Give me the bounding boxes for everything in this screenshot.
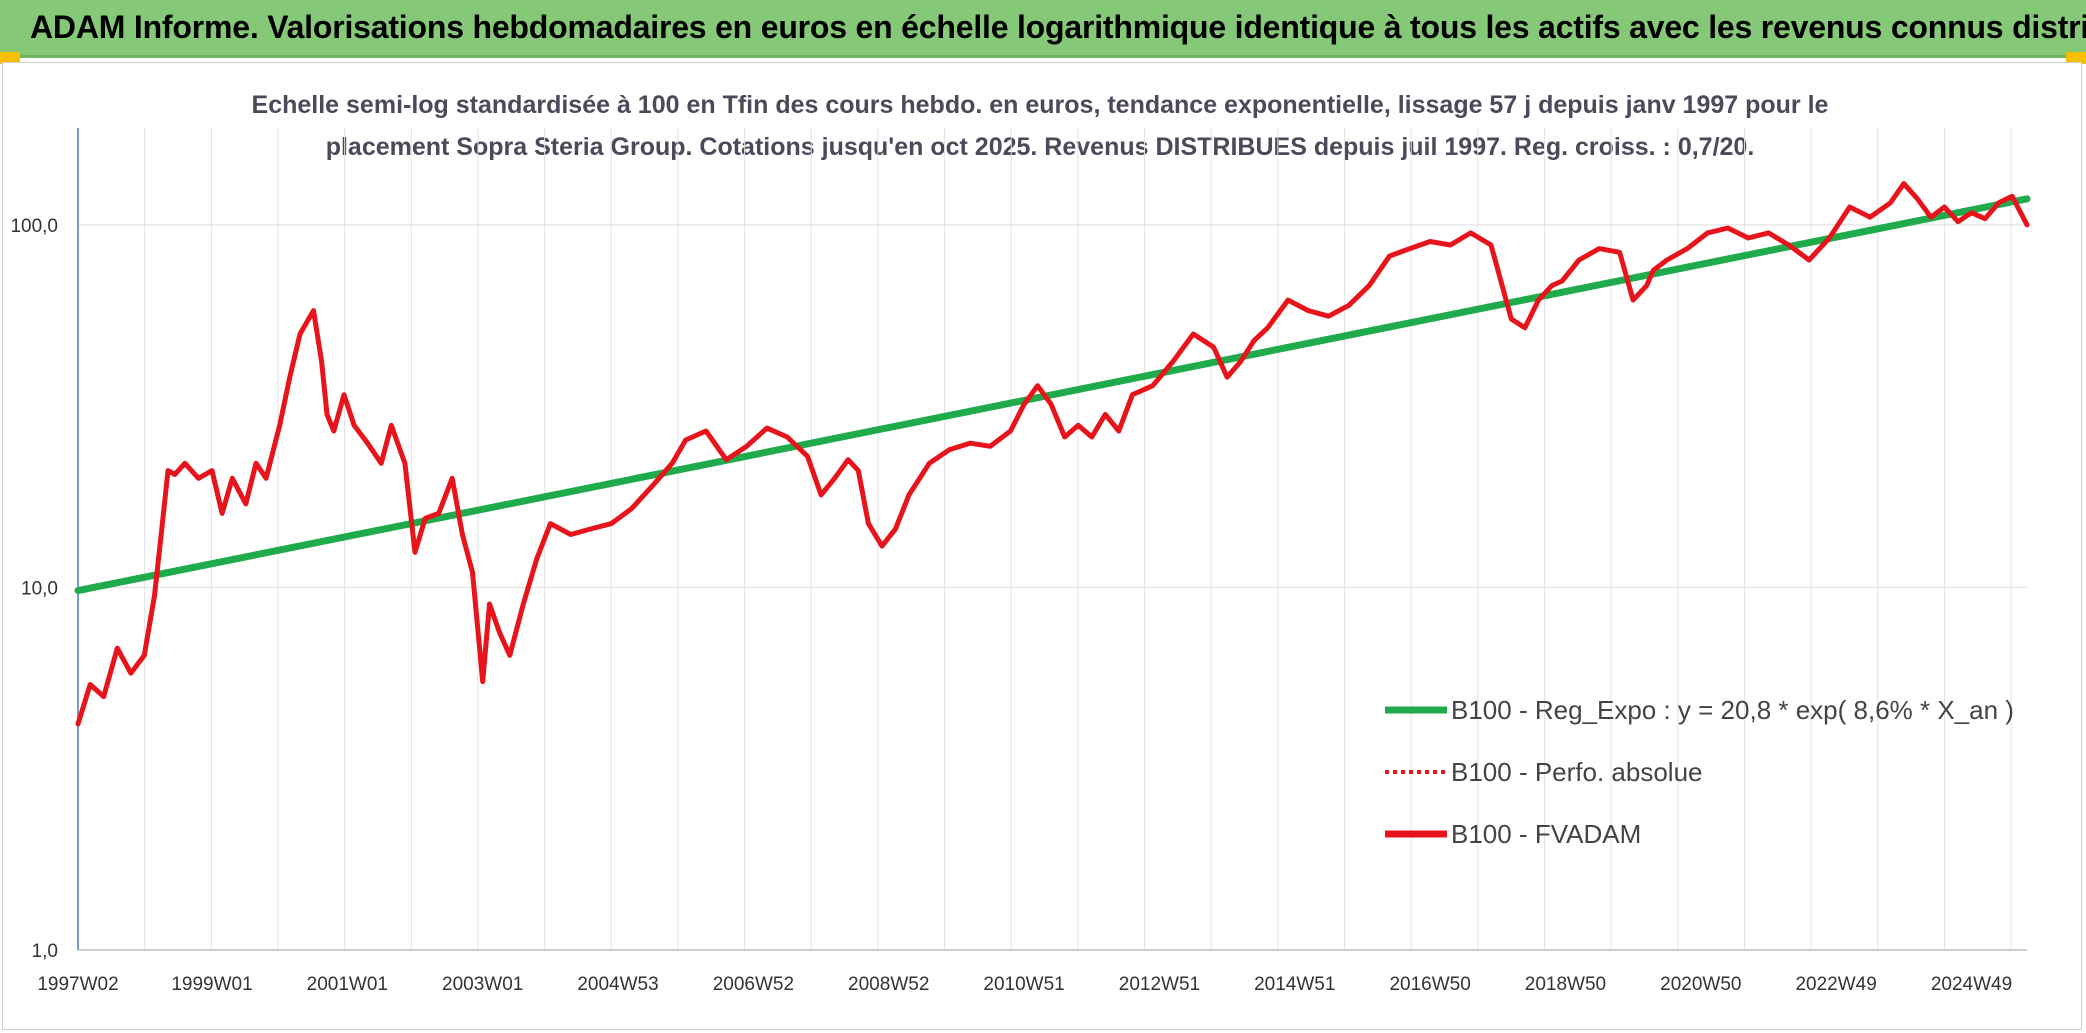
report-title: ADAM Informe. Valorisations hebdomadaire… [30,9,2086,45]
corner-marker-left [0,52,20,64]
y-tick-label: 1,0 [32,941,58,962]
y-tick-labels: 1,0 10,0 100,0 [10,216,58,962]
series-line-0 [74,195,2031,595]
x-tick-label: 2022W49 [1795,974,1876,995]
x-tick-label: 2010W51 [983,974,1064,995]
report-banner: ADAM Informe. Valorisations hebdomadaire… [0,0,2086,58]
y-tick-label: 100,0 [10,216,58,237]
x-tick-label: 2020W50 [1660,974,1741,995]
chart-title-line-2: placement Sopra Steria Group. Cotations … [325,133,1755,161]
chart-title-line-1: Echelle semi-log standardisée à 100 en T… [251,91,1829,119]
x-tick-label: 1999W01 [171,974,252,995]
x-tick-label: 2014W51 [1254,974,1335,995]
y-gridlines [78,224,2027,951]
x-tick-label: 2004W53 [577,974,658,995]
y-tick-label: 10,0 [21,578,58,599]
x-tick-label: 2003W01 [442,974,523,995]
axes [77,128,2027,951]
legend: B100 - Reg_Expo : y = 20,8 * exp( 8,6% *… [1385,695,2014,849]
chart-title: Echelle semi-log standardisée à 100 en T… [230,84,1850,168]
legend-label-0: B100 - Reg_Expo : y = 20,8 * exp( 8,6% *… [1451,695,2014,725]
x-gridlines [144,128,2012,950]
series-lines [74,181,2031,727]
x-tick-label: 2006W52 [713,974,794,995]
legend-label-1: B100 - Perfo. absolue [1451,757,1703,787]
x-tick-label: 2018W50 [1525,974,1606,995]
x-tick-label: 1997W02 [37,974,118,995]
x-tick-label: 2001W01 [307,974,388,995]
corner-marker-right [2066,52,2086,64]
x-tick-label: 2012W51 [1119,974,1200,995]
series-line-2 [75,181,2030,727]
x-tick-label: 2016W50 [1389,974,1470,995]
chart-frame [2,62,2082,1030]
x-tick-label: 2024W49 [1931,974,2012,995]
x-tick-label: 2008W52 [848,974,929,995]
legend-label-2: B100 - FVADAM [1451,819,1641,849]
x-tick-labels: 1997W02 1999W01 2001W01 2003W01 2004W53 2006W… [37,974,2012,995]
